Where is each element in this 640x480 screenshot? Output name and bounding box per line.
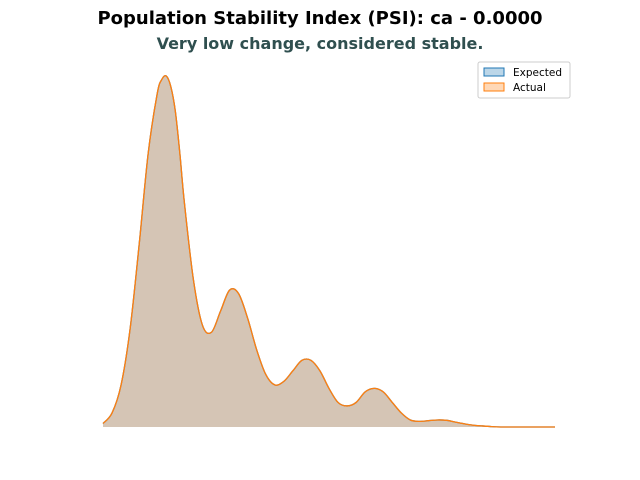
- legend-swatch-actual: [483, 82, 505, 92]
- area-fill-actual: [103, 75, 555, 427]
- area-fill-expected: [103, 75, 555, 427]
- legend-label-actual: Actual: [513, 82, 546, 94]
- legend-frame: [477, 61, 571, 99]
- legend: Expected Actual: [477, 61, 571, 99]
- series-layer: [102, 74, 555, 428]
- chart-title: Population Stability Index (PSI): ca - 0…: [97, 8, 543, 29]
- series-line-actual: [102, 74, 555, 428]
- chart-subtitle: Very low change, considered stable.: [156, 34, 484, 53]
- legend-label-expected: Expected: [513, 67, 562, 79]
- legend-swatch-expected: [483, 67, 505, 77]
